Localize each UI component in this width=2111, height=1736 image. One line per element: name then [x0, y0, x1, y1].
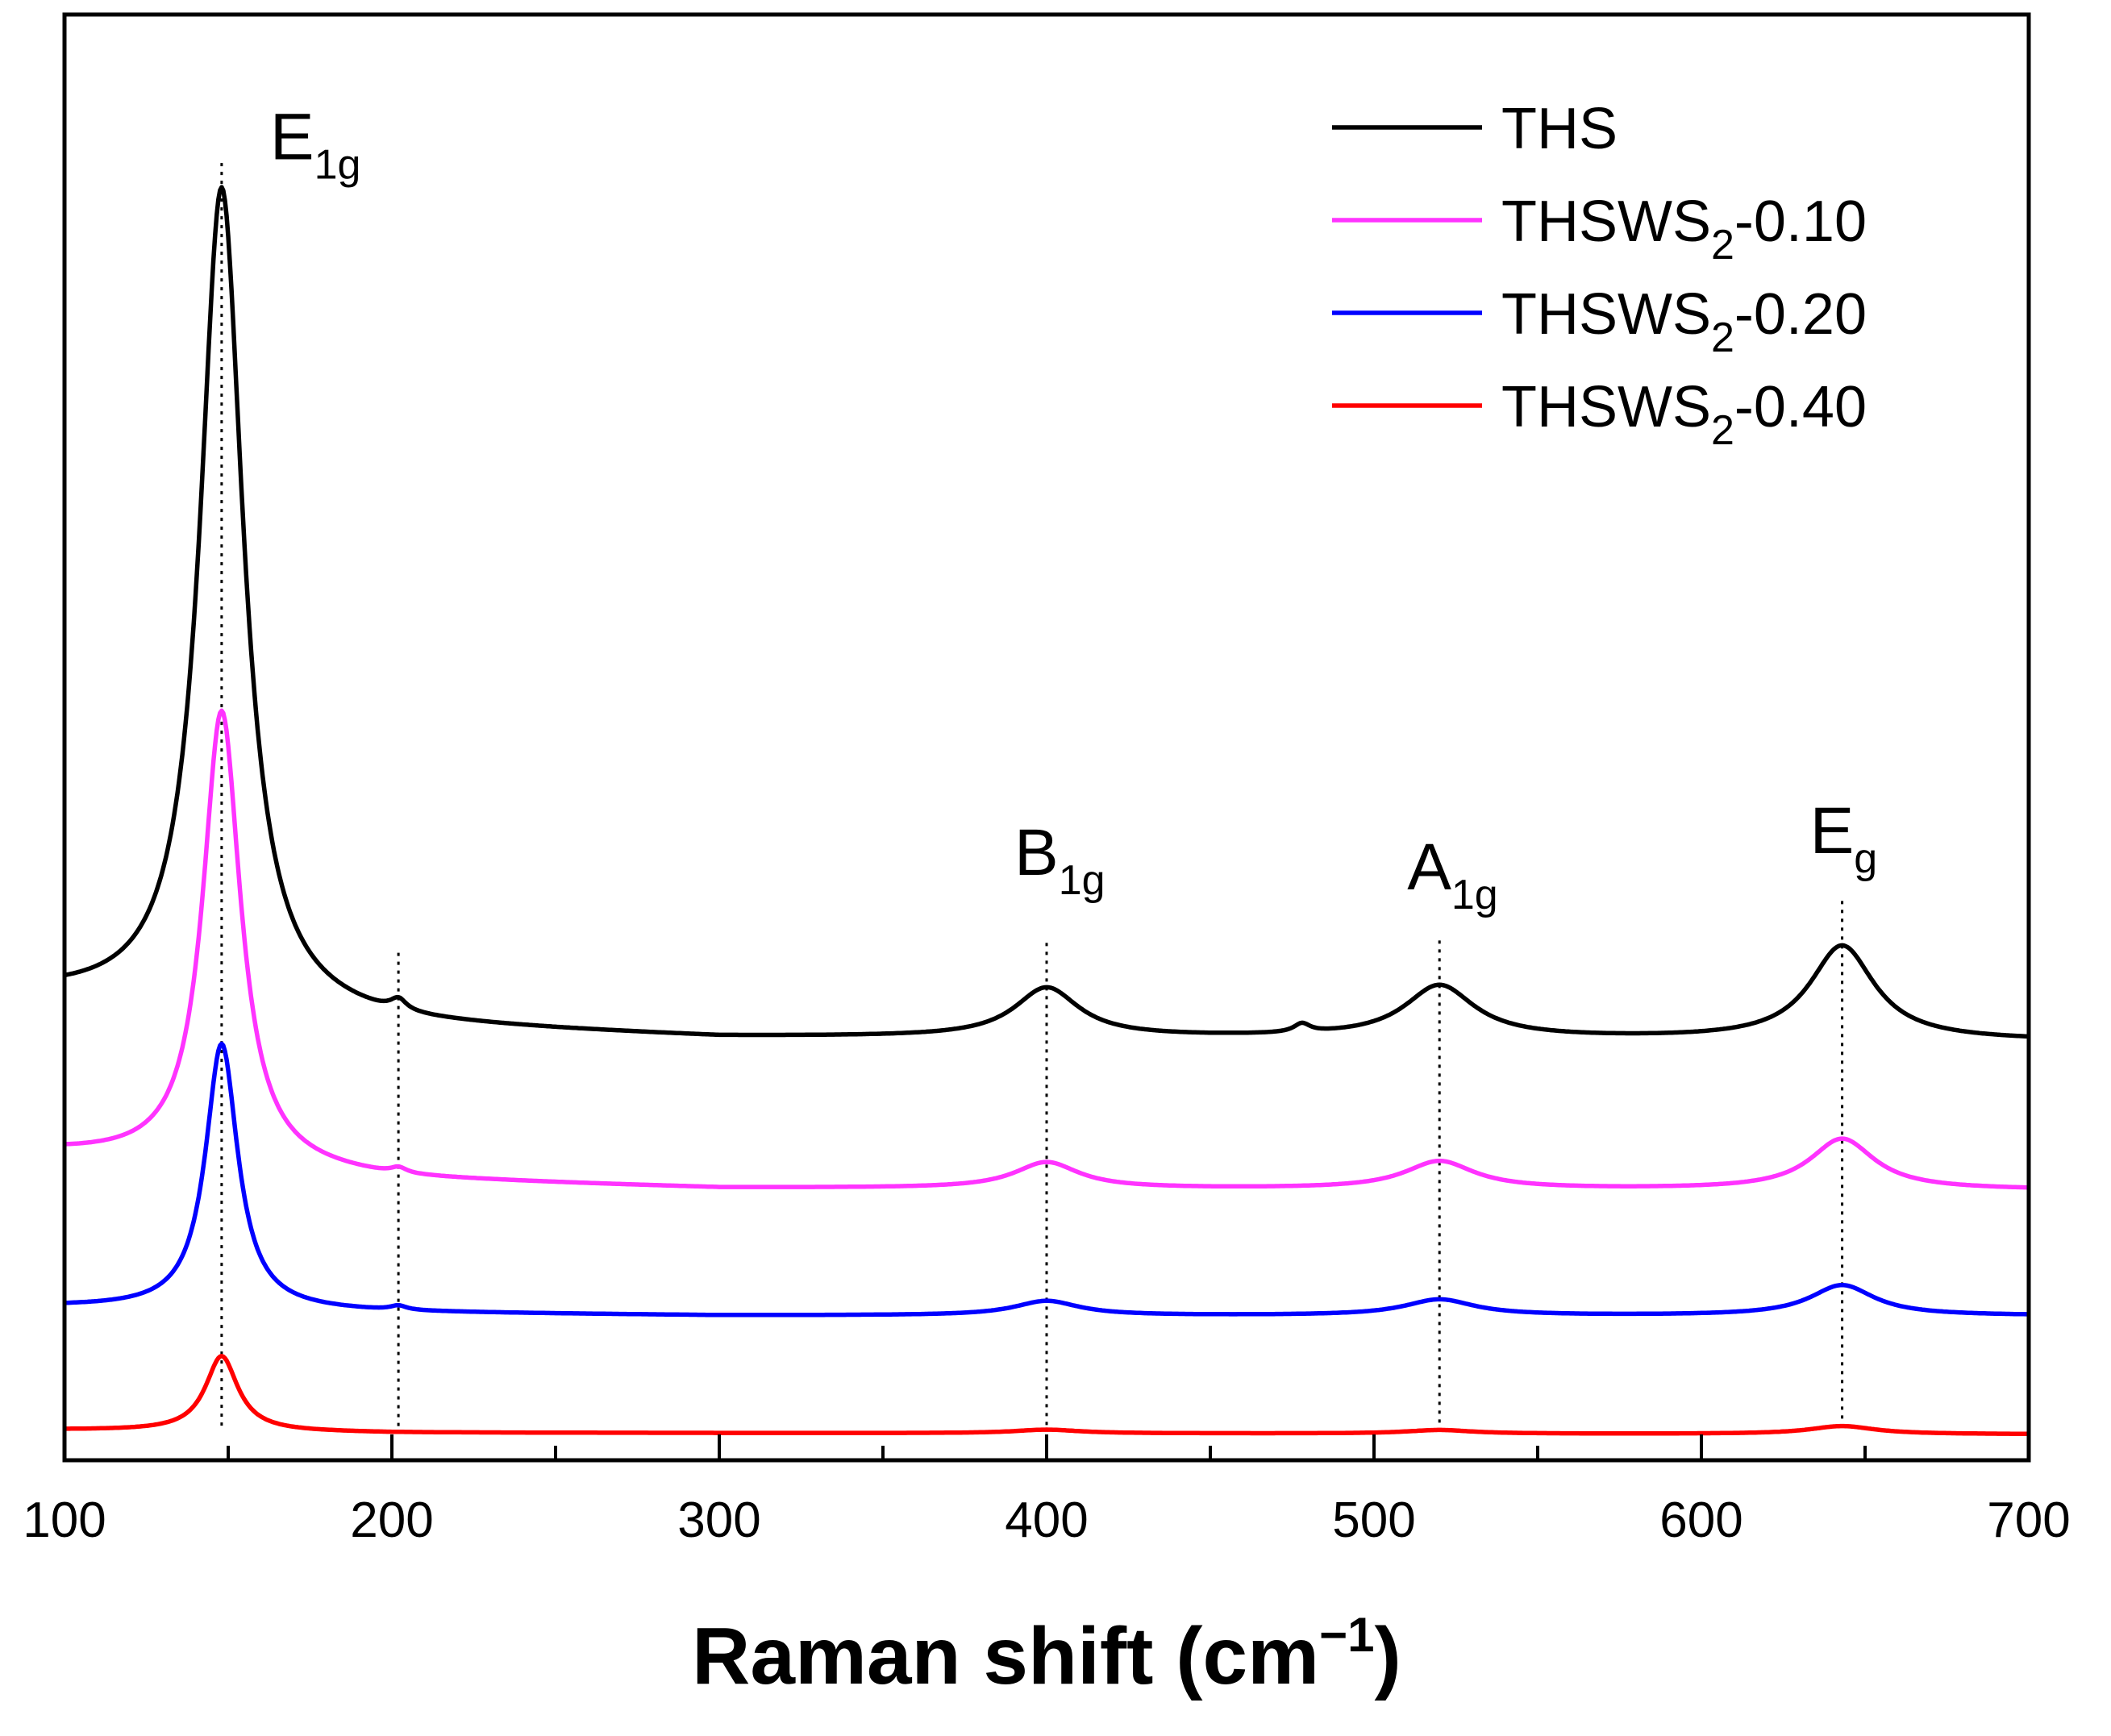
series-line-thsws2-0.40: [64, 1354, 2030, 1437]
tick-label-700: 700: [1987, 1492, 2070, 1548]
series-line-thsws2-0.20: [64, 1041, 2030, 1318]
x-tick-labels: 100 200 300 400 500 600 700: [23, 1492, 2070, 1548]
peak-label-b1g: B1g: [1014, 816, 1105, 904]
legend-label-thsws2-0.10: THSWS2-0.10: [1501, 189, 1867, 269]
tick-label-300: 300: [677, 1492, 760, 1548]
series-group: [64, 185, 2030, 1437]
legend-label-thsws2-0.20: THSWS2-0.20: [1501, 282, 1867, 361]
x-ticks: [63, 1434, 2030, 1460]
legend: THS THSWS2-0.10 THSWS2-0.20 THSWS2-0.40: [1332, 97, 1867, 454]
peak-label-eg: Eg: [1810, 794, 1878, 882]
peak-labels: E1g B1g A1g Eg: [270, 100, 1877, 918]
tick-label-400: 400: [1005, 1492, 1088, 1548]
legend-label-thsws2-0.40: THSWS2-0.40: [1501, 375, 1867, 454]
reference-lines: [220, 163, 1844, 1428]
legend-label-ths: THS: [1501, 97, 1618, 161]
tick-label-600: 600: [1659, 1492, 1743, 1548]
tick-label-200: 200: [350, 1492, 433, 1548]
x-axis-title: Raman shift (cm−1): [692, 1608, 1401, 1701]
peak-label-e1g: E1g: [270, 100, 361, 188]
series-line-ths: [64, 185, 2030, 1039]
tick-label-100: 100: [23, 1492, 106, 1548]
tick-label-500: 500: [1332, 1492, 1415, 1548]
peak-label-a1g: A1g: [1407, 831, 1498, 918]
series-line-thsws2-0.10: [64, 708, 2030, 1190]
